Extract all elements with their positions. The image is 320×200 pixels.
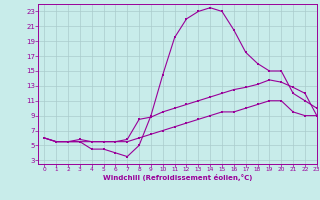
X-axis label: Windchill (Refroidissement éolien,°C): Windchill (Refroidissement éolien,°C)	[103, 174, 252, 181]
